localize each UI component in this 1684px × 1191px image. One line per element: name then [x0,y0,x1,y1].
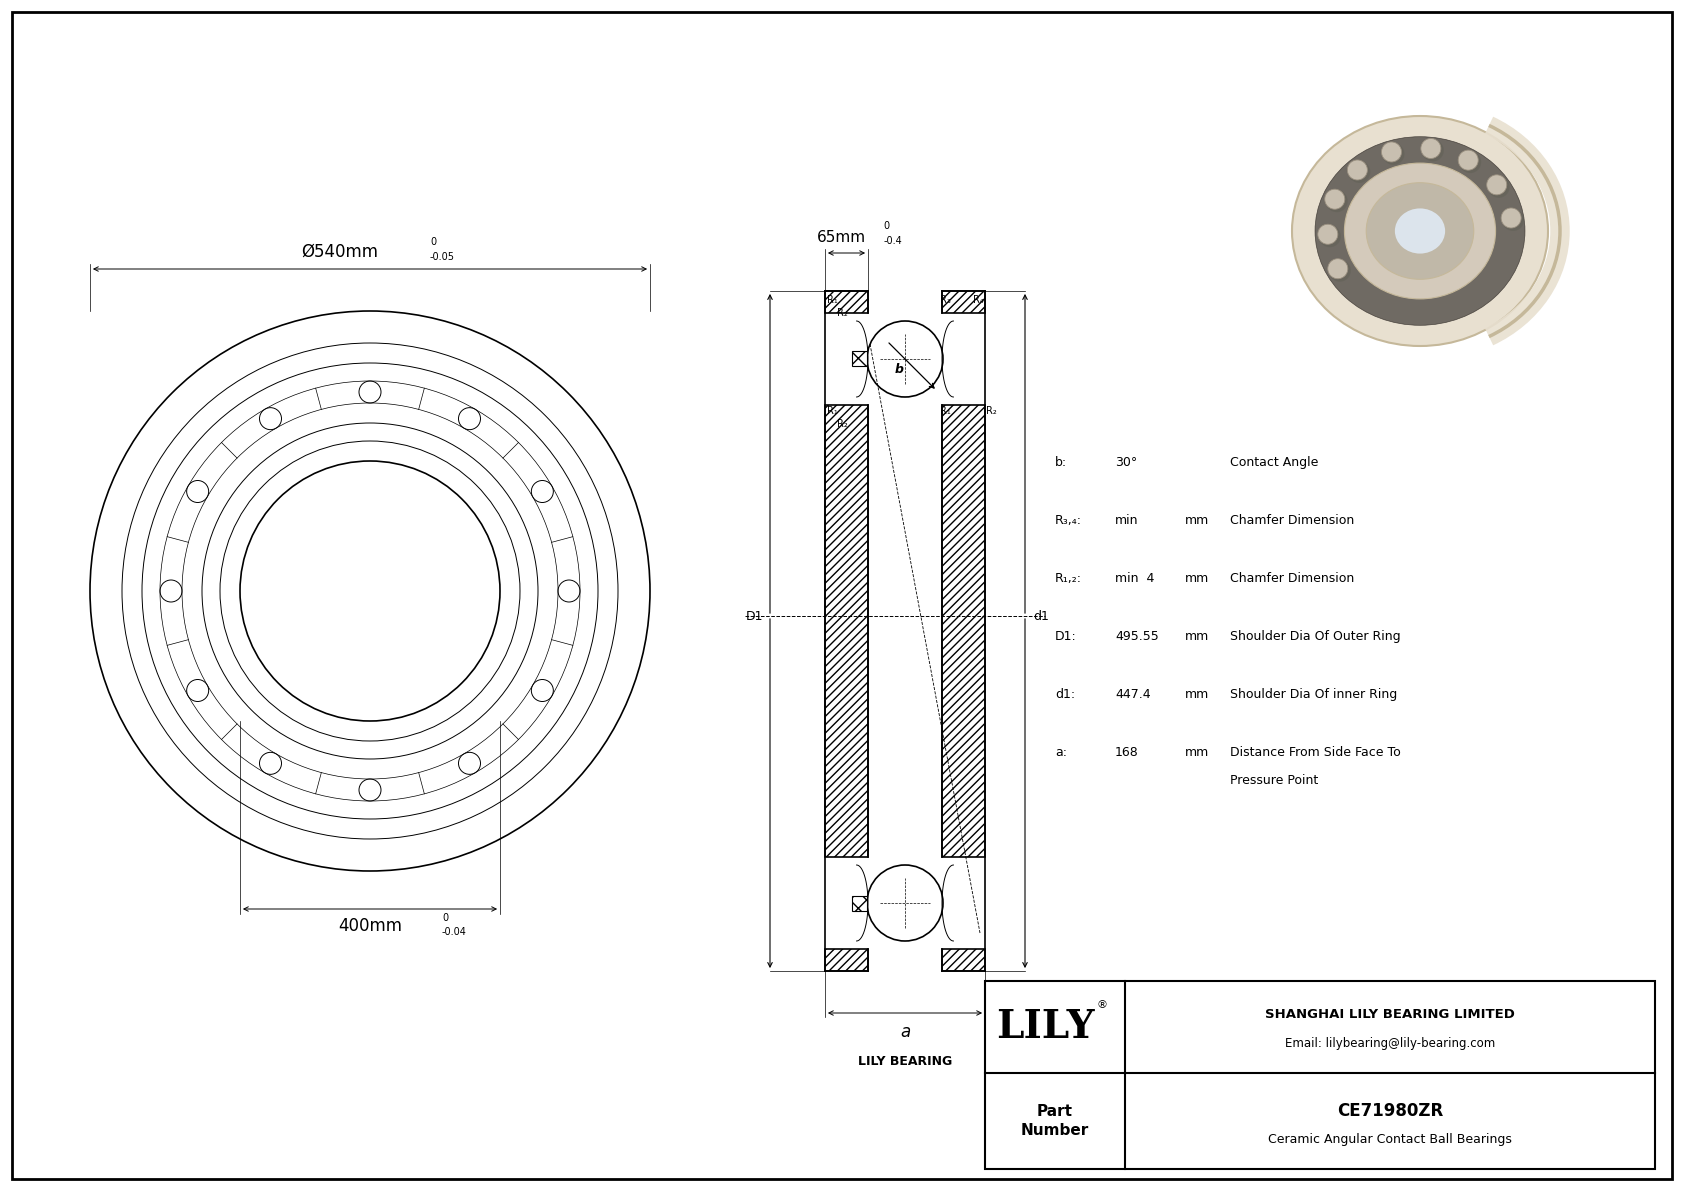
Text: R₄: R₄ [973,295,983,305]
Text: CE71980ZR: CE71980ZR [1337,1102,1443,1120]
Text: LILY: LILY [995,1008,1095,1046]
Text: Shoulder Dia Of inner Ring: Shoulder Dia Of inner Ring [1229,688,1398,701]
Text: R₃,₄:: R₃,₄: [1054,515,1083,526]
Bar [825,291,867,313]
Bar [825,949,867,971]
Text: 400mm: 400mm [338,917,402,935]
Bar [941,291,985,313]
Text: Ceramic Angular Contact Ball Bearings: Ceramic Angular Contact Ball Bearings [1268,1133,1512,1146]
Circle shape [1460,151,1482,173]
Text: SHANGHAI LILY BEARING LIMITED: SHANGHAI LILY BEARING LIMITED [1265,1008,1516,1021]
Circle shape [1381,142,1401,162]
Text: D1: D1 [746,610,763,623]
Text: 168: 168 [1115,746,1138,759]
Text: -0.05: -0.05 [429,252,455,262]
Circle shape [1319,224,1337,244]
Text: d1: d1 [1032,610,1049,623]
Text: D1:: D1: [1054,630,1076,643]
Text: R₁: R₁ [827,295,837,305]
Text: b: b [894,363,904,376]
Text: Shoulder Dia Of Outer Ring: Shoulder Dia Of Outer Ring [1229,630,1401,643]
Text: Contact Angle: Contact Angle [1229,456,1319,469]
Circle shape [1421,139,1443,162]
Bar [852,896,867,910]
Ellipse shape [1366,182,1474,280]
Text: 0: 0 [884,222,889,231]
Text: R₂: R₂ [837,419,847,429]
Text: R₂: R₂ [987,406,997,416]
Text: mm: mm [1186,630,1209,643]
Text: min  4: min 4 [1115,572,1154,585]
Text: ®: ® [1096,1000,1108,1010]
Text: mm: mm [1186,572,1209,585]
Ellipse shape [1366,182,1474,280]
Text: min: min [1115,515,1138,526]
Bar [825,405,867,858]
Circle shape [1487,175,1507,195]
Circle shape [1347,160,1367,180]
Bar [985,981,1655,1170]
Circle shape [1421,138,1442,158]
Ellipse shape [1394,208,1445,254]
Text: Ø540mm: Ø540mm [301,243,379,261]
Text: mm: mm [1186,688,1209,701]
Circle shape [1500,208,1521,227]
Circle shape [1458,150,1479,170]
Text: 447.4: 447.4 [1115,688,1150,701]
Text: b:: b: [1054,456,1068,469]
Text: 495.55: 495.55 [1115,630,1159,643]
Text: R₁: R₁ [940,406,951,416]
Text: Pressure Point: Pressure Point [1229,774,1319,787]
Ellipse shape [1391,205,1450,257]
Text: mm: mm [1186,746,1209,759]
Text: LILY BEARING: LILY BEARING [857,1055,951,1068]
Text: Email: lilybearing@lily-bearing.com: Email: lilybearing@lily-bearing.com [1285,1037,1495,1050]
Text: d1:: d1: [1054,688,1074,701]
Text: R₃: R₃ [940,295,951,305]
Ellipse shape [1292,116,1548,347]
Circle shape [1329,260,1351,282]
Text: a: a [899,1023,909,1041]
Bar [941,949,985,971]
Circle shape [1383,143,1404,166]
Ellipse shape [1344,163,1495,299]
Circle shape [1325,191,1347,212]
Text: a:: a: [1054,746,1068,759]
Ellipse shape [1315,137,1526,325]
Text: 30°: 30° [1115,456,1137,469]
Text: R₂: R₂ [837,308,847,318]
Text: 0: 0 [441,913,448,923]
Circle shape [1319,225,1340,248]
Text: Distance From Side Face To: Distance From Side Face To [1229,746,1401,759]
Bar [852,351,867,367]
Circle shape [1325,189,1346,210]
Circle shape [1502,208,1524,231]
Text: -0.04: -0.04 [441,927,466,937]
Text: 65mm: 65mm [817,230,866,245]
Circle shape [1349,161,1371,183]
Text: mm: mm [1186,515,1209,526]
Text: R₁,₂:: R₁,₂: [1054,572,1083,585]
Text: 0: 0 [429,237,436,247]
Text: Chamfer Dimension: Chamfer Dimension [1229,572,1354,585]
Bar [941,405,985,858]
Text: -0.4: -0.4 [884,236,903,247]
Circle shape [1487,176,1511,198]
Circle shape [1327,258,1347,279]
Text: Part
Number: Part Number [1021,1104,1090,1139]
Text: Chamfer Dimension: Chamfer Dimension [1229,515,1354,526]
Text: R₁: R₁ [827,406,837,416]
